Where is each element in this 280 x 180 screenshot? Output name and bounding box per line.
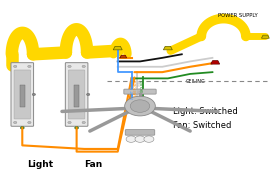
Text: Light: Light xyxy=(27,160,53,169)
Circle shape xyxy=(68,65,71,68)
FancyBboxPatch shape xyxy=(14,70,31,119)
FancyBboxPatch shape xyxy=(11,63,34,126)
Text: CEILING: CEILING xyxy=(186,79,206,84)
Text: FAN POWER: FAN POWER xyxy=(134,78,138,96)
Bar xyxy=(74,85,79,107)
FancyBboxPatch shape xyxy=(68,70,85,119)
Text: Fan: Switched: Fan: Switched xyxy=(173,121,232,130)
Circle shape xyxy=(135,136,145,142)
Circle shape xyxy=(82,65,85,68)
Text: GROUND: GROUND xyxy=(141,78,145,91)
FancyBboxPatch shape xyxy=(125,130,155,135)
Circle shape xyxy=(32,93,36,96)
Polygon shape xyxy=(262,35,269,38)
Circle shape xyxy=(13,65,17,68)
Polygon shape xyxy=(120,55,127,58)
Circle shape xyxy=(130,100,150,112)
Circle shape xyxy=(13,122,17,124)
Circle shape xyxy=(125,96,155,116)
Text: LIGHT POWER: LIGHT POWER xyxy=(131,78,135,99)
Text: POWER SUPPLY: POWER SUPPLY xyxy=(218,13,258,18)
Circle shape xyxy=(126,136,136,142)
Polygon shape xyxy=(211,61,220,64)
Circle shape xyxy=(75,127,79,129)
Text: Light: Switched: Light: Switched xyxy=(173,107,238,116)
Circle shape xyxy=(28,65,31,68)
Circle shape xyxy=(82,122,85,124)
Circle shape xyxy=(144,136,154,142)
Text: Fan: Fan xyxy=(84,160,102,169)
Polygon shape xyxy=(113,46,122,50)
Text: NEUTRAL: NEUTRAL xyxy=(138,78,142,92)
Circle shape xyxy=(68,122,71,124)
Circle shape xyxy=(20,127,24,129)
Polygon shape xyxy=(164,46,172,50)
FancyBboxPatch shape xyxy=(65,63,88,126)
FancyBboxPatch shape xyxy=(124,89,156,94)
Circle shape xyxy=(87,93,90,96)
Bar xyxy=(20,85,25,107)
Circle shape xyxy=(28,122,31,124)
